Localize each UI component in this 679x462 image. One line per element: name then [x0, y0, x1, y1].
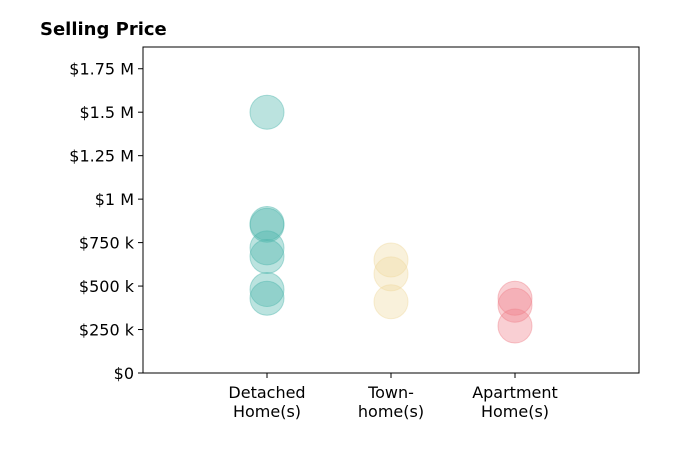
plot-area-frame: [142, 46, 640, 374]
x-category-label: Town-home(s): [358, 383, 424, 421]
y-tick-label: $1.75 M: [69, 60, 134, 79]
data-point: [497, 280, 533, 316]
data-point: [249, 239, 285, 275]
data-point: [249, 207, 285, 243]
y-tick-label: $500 k: [79, 277, 135, 296]
data-point: [249, 272, 285, 308]
y-tick-label: $750 k: [79, 234, 135, 253]
data-point: [497, 287, 533, 323]
data-point: [249, 94, 285, 130]
y-tick-label: $250 k: [79, 321, 135, 340]
data-point: [497, 308, 533, 344]
x-category-label: Detached Home(s): [228, 383, 305, 421]
chart-title: Selling Price: [40, 19, 167, 40]
data-point: [373, 256, 409, 292]
data-point: [249, 205, 285, 241]
x-category-label: Apartment Home(s): [472, 383, 558, 421]
y-tick-label: $1 M: [95, 190, 134, 209]
data-point: [249, 230, 285, 266]
y-tick-label: $0: [114, 364, 134, 383]
y-tick-label: $1.5 M: [79, 103, 134, 122]
data-points: [249, 94, 533, 344]
data-point: [373, 242, 409, 278]
y-axis: $0 $250 k $500 k $750 k $1 M $1.25 M $1.5 M $1.…: [69, 60, 143, 383]
x-axis: Detached Home(s) Town-home(s) Apartment Home…: [228, 373, 558, 421]
data-point: [373, 284, 409, 320]
data-point: [249, 280, 285, 316]
y-tick-label: $1.25 M: [69, 147, 134, 166]
